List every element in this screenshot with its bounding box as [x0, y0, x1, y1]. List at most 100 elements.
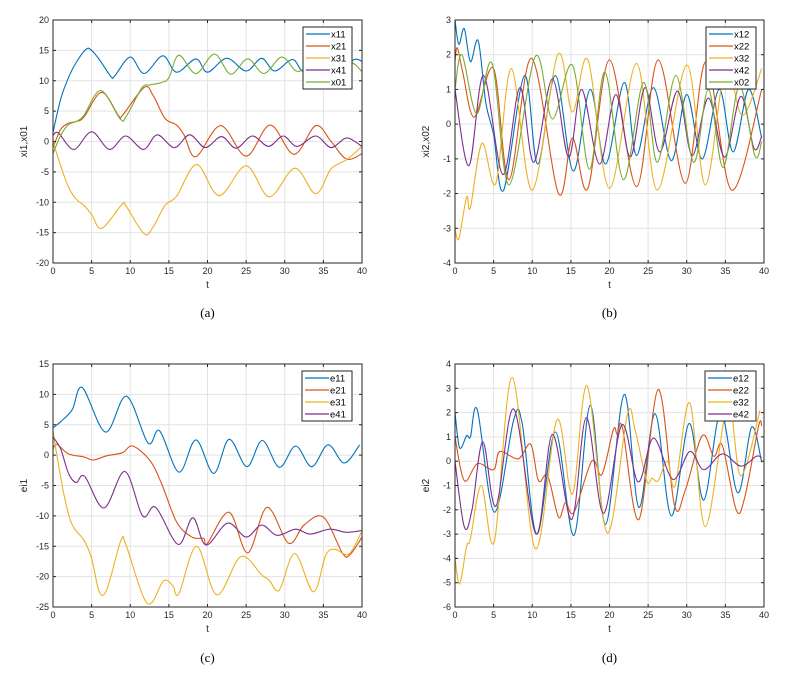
legend-entry: x02 [734, 78, 749, 89]
x-tick-label: 5 [491, 610, 496, 620]
y-tick-label: -10 [36, 511, 49, 521]
y-tick-label: -10 [36, 197, 49, 207]
y-tick-label: -4 [443, 553, 451, 563]
y-tick-label: 20 [39, 15, 49, 25]
x-axis-label: t [206, 280, 209, 291]
x-tick-label: 5 [89, 610, 94, 620]
y-tick-label: -6 [443, 602, 451, 612]
series-line-x41 [53, 131, 362, 150]
subplot-d: 0 5 10 15 20 25 30 35 40 -6 -5 -4 -3 -2 -1 0 1 2 3 4 t ei2 (d)… [421, 359, 769, 665]
y-tick-label: -1 [443, 154, 451, 164]
series-line-e22 [455, 388, 763, 521]
subplot-caption: (a) [200, 305, 214, 320]
x-tick-label: 25 [643, 266, 653, 276]
x-tick-label: 15 [164, 610, 174, 620]
x-tick-label: 25 [241, 266, 251, 276]
subplot-caption: (b) [602, 305, 617, 320]
legend-entry: e41 [330, 410, 346, 421]
legend-entry: x31 [331, 54, 346, 65]
y-tick-label: 15 [39, 359, 49, 369]
y-tick-label: 4 [446, 359, 451, 369]
legend-entry: x41 [331, 66, 346, 77]
series-line-e21 [53, 443, 362, 558]
y-tick-label: 5 [44, 106, 49, 116]
y-tick-label: -5 [443, 578, 451, 588]
subplot-c: 0 5 10 15 20 25 30 35 40 -25 -20 -15 -10 -5 0 5 10 15 t ei1… [19, 359, 367, 665]
x-tick-label: 5 [491, 266, 496, 276]
y-tick-label: -15 [36, 541, 49, 551]
y-tick-label: -2 [443, 505, 451, 515]
legend-entry: x01 [331, 78, 346, 89]
legend-entry: x12 [734, 30, 749, 41]
x-tick-label: 35 [720, 266, 730, 276]
subplot-a: 0 5 10 15 20 25 30 35 40 -20 -15 -10 -5 0 5 10 15 20 t xi1,… [19, 15, 367, 320]
y-tick-label: 0 [446, 456, 451, 466]
x-tick-label: 35 [318, 266, 328, 276]
legend-entry: x21 [331, 42, 346, 53]
y-tick-label: 1 [446, 84, 451, 94]
legend-entry: e21 [330, 386, 346, 397]
subplot-b: 0 5 10 15 20 25 30 35 40 -4 -3 -2 -1 0 1 2 3 t xi2,x02 (b) x… [421, 15, 769, 320]
y-tick-label: 5 [44, 420, 49, 430]
x-tick-label: 40 [759, 266, 769, 276]
x-tick-label: 30 [280, 266, 290, 276]
legend-entry: e22 [733, 386, 749, 397]
legend-entry: x11 [331, 30, 346, 41]
x-tick-label: 10 [527, 266, 537, 276]
y-tick-label: 0 [44, 450, 49, 460]
x-tick-label: 25 [643, 610, 653, 620]
legend-entry: x42 [734, 66, 749, 77]
y-axis-label: ei1 [19, 478, 30, 492]
y-tick-label: 10 [39, 76, 49, 86]
series-line-e41 [53, 436, 362, 546]
y-tick-label: -15 [36, 228, 49, 238]
series-line-e31 [53, 430, 362, 605]
y-tick-label: -25 [36, 602, 49, 612]
y-tick-label: 15 [39, 45, 49, 55]
series-line-e11 [53, 386, 361, 474]
legend-entry: e12 [733, 374, 749, 385]
x-tick-label: 0 [50, 266, 55, 276]
y-tick-label: -20 [36, 572, 49, 582]
legend-entry: x22 [734, 42, 749, 53]
series-line-x31 [53, 141, 362, 236]
series-line-x02 [455, 54, 763, 186]
series-line-e32 [455, 376, 761, 585]
legend-entry: e11 [330, 374, 345, 385]
y-tick-label: -3 [443, 223, 451, 233]
y-tick-label: -2 [443, 189, 451, 199]
y-axis-label: ei2 [421, 478, 432, 492]
series-line-x12 [455, 20, 763, 192]
x-tick-label: 10 [125, 266, 135, 276]
y-tick-label: 0 [446, 119, 451, 129]
series-line-x32 [455, 52, 763, 241]
x-tick-label: 0 [452, 610, 457, 620]
x-tick-label: 35 [720, 610, 730, 620]
x-tick-label: 30 [682, 266, 692, 276]
x-tick-label: 20 [202, 266, 212, 276]
x-tick-label: 10 [527, 610, 537, 620]
legend-box [704, 370, 757, 422]
x-tick-label: 10 [125, 610, 135, 620]
x-tick-label: 40 [759, 610, 769, 620]
y-tick-label: -5 [41, 167, 49, 177]
x-axis-label: t [608, 280, 611, 291]
x-tick-label: 20 [202, 610, 212, 620]
x-tick-label: 40 [357, 610, 367, 620]
legend-entry: e42 [733, 410, 749, 421]
x-tick-label: 15 [566, 610, 576, 620]
series-line-x21 [53, 86, 362, 161]
x-tick-label: 15 [566, 266, 576, 276]
x-tick-label: 20 [604, 266, 614, 276]
x-tick-label: 25 [241, 610, 251, 620]
x-tick-label: 30 [280, 610, 290, 620]
y-tick-label: -3 [443, 529, 451, 539]
subplot-caption: (d) [602, 650, 617, 665]
x-axis-label: t [608, 624, 611, 635]
x-tick-label: 0 [50, 610, 55, 620]
y-tick-label: 10 [39, 389, 49, 399]
y-tick-label: -1 [443, 481, 451, 491]
